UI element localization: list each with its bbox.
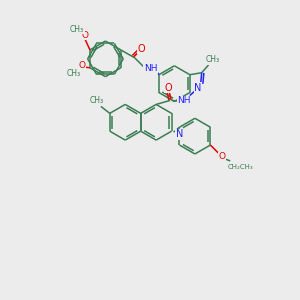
Text: N: N — [194, 82, 201, 93]
Text: CH₃: CH₃ — [67, 69, 81, 78]
Text: O: O — [138, 44, 146, 54]
Text: CH₃: CH₃ — [206, 55, 220, 64]
Text: NH: NH — [144, 64, 157, 73]
Text: O: O — [219, 152, 226, 161]
Text: O: O — [79, 61, 86, 70]
Text: NH: NH — [177, 96, 190, 105]
Text: O: O — [82, 31, 88, 40]
Text: CH₃: CH₃ — [90, 96, 104, 105]
Text: CH₃: CH₃ — [70, 25, 84, 34]
Text: CH₂CH₃: CH₂CH₃ — [227, 164, 253, 170]
Text: O: O — [164, 82, 172, 93]
Text: N: N — [176, 129, 183, 139]
